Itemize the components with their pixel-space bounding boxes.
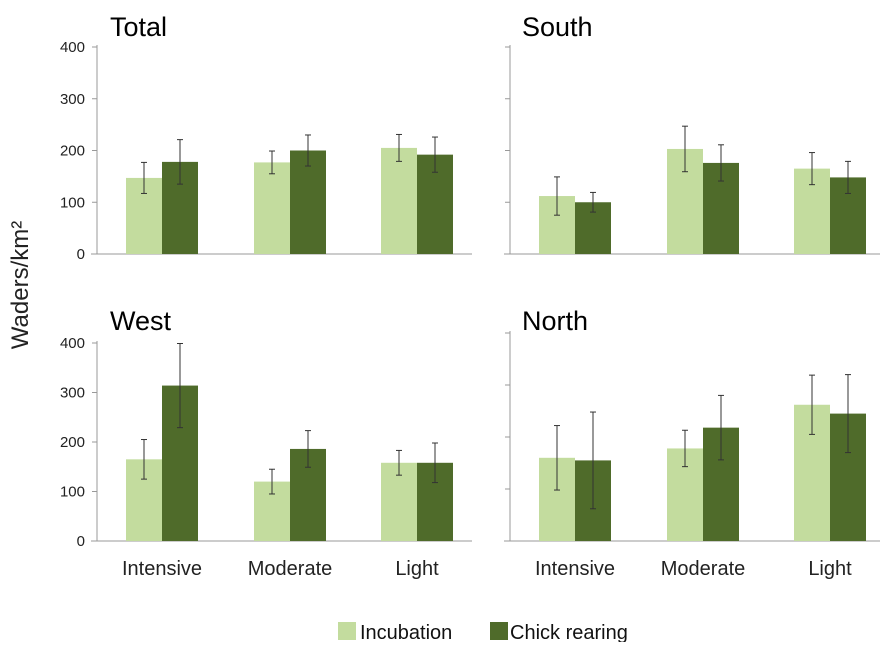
x-category-label: Moderate — [661, 558, 746, 580]
bar-incubation — [381, 147, 417, 254]
legend-swatch-incubation — [338, 622, 356, 640]
panel-west: West 0 100 200 300 400 Intensive Moderate Light — [60, 306, 472, 580]
y-tick-label: 300 — [60, 385, 85, 402]
x-category-label: Intensive — [535, 558, 615, 580]
y-axis-label: Waders/km² — [7, 221, 34, 349]
x-category-label: Light — [395, 558, 439, 580]
panel-title: Total — [110, 12, 167, 42]
x-category-label: Moderate — [248, 558, 333, 580]
legend-label-chick-rearing: Chick rearing — [510, 622, 628, 642]
y-tick-label: 0 — [77, 246, 85, 263]
panel-title: West — [110, 306, 172, 336]
y-tick-label: 200 — [60, 143, 85, 160]
bar-incubation — [381, 462, 417, 541]
y-tick-label: 100 — [60, 484, 85, 501]
bar-incubation — [254, 162, 290, 254]
panels-group: Total 0 100 200 300 400 South West 0 100 200 300 400… — [60, 12, 880, 580]
y-tick-label: 200 — [60, 434, 85, 451]
x-category-label: Intensive — [122, 558, 202, 580]
panel-total: Total 0 100 200 300 400 — [60, 12, 472, 263]
legend-swatch-chick-rearing — [490, 622, 508, 640]
x-category-label: Light — [808, 558, 852, 580]
bar-chick-rearing — [290, 150, 326, 254]
legend: Incubation Chick rearing — [338, 622, 628, 644]
panel-title: South — [522, 12, 593, 42]
y-tick-label: 400 — [60, 39, 85, 56]
legend-label-incubation: Incubation — [360, 622, 452, 642]
y-tick-label: 300 — [60, 91, 85, 108]
y-tick-label: 0 — [77, 533, 85, 550]
panel-north: North Intensive Moderate Light — [504, 306, 880, 580]
panel-title: North — [522, 306, 588, 336]
y-tick-label: 100 — [60, 194, 85, 211]
y-tick-label: 400 — [60, 335, 85, 352]
panel-south: South — [504, 12, 880, 255]
